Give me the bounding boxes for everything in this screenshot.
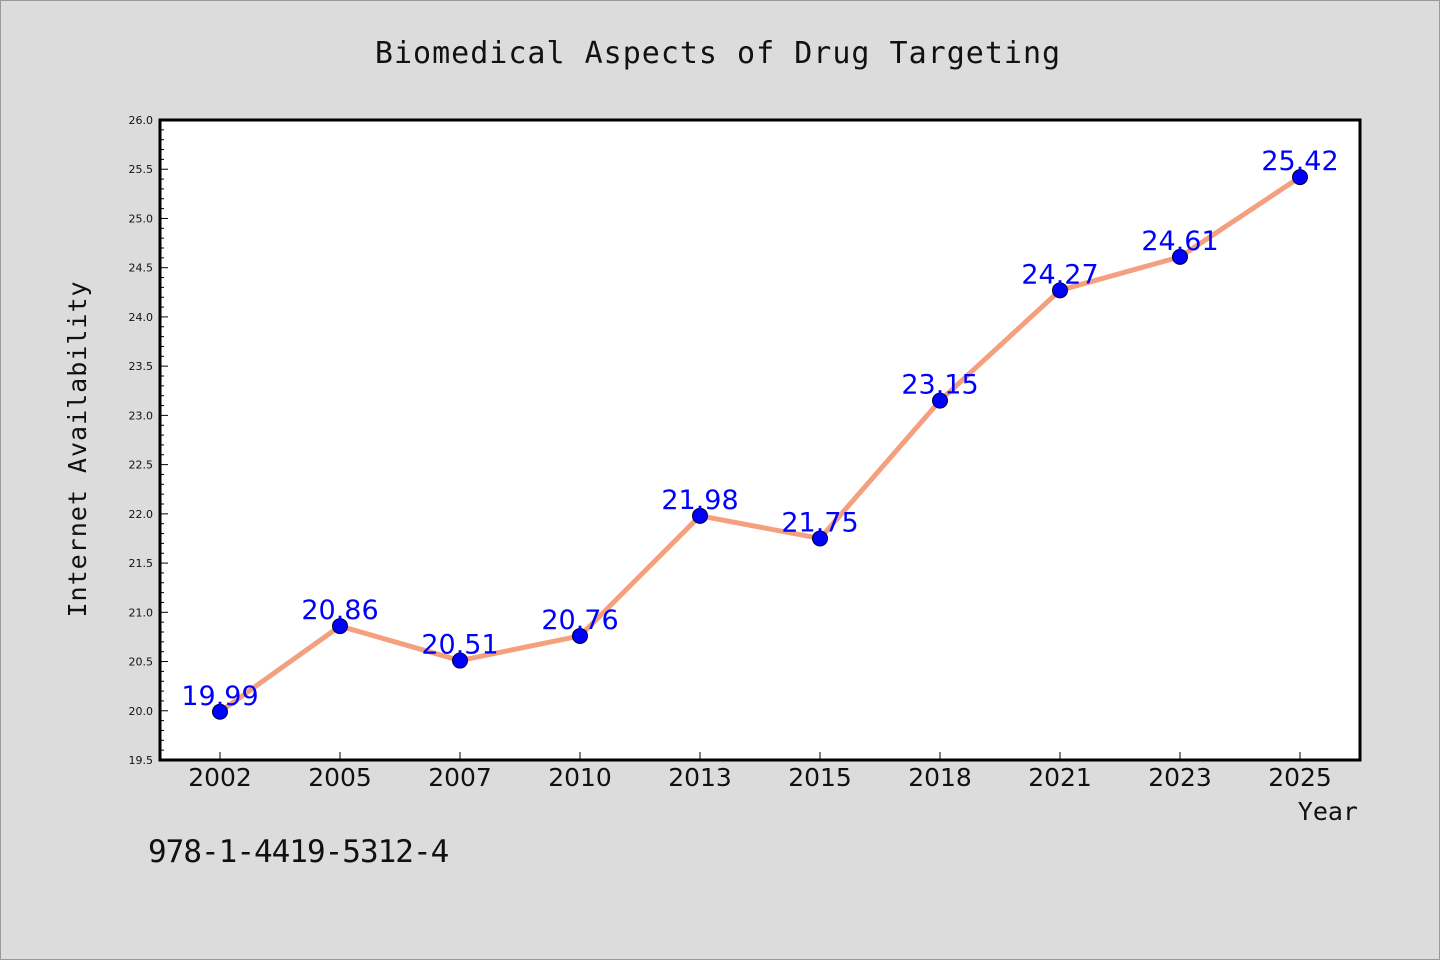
- data-label: 24.61: [1141, 226, 1218, 257]
- data-label: 21.75: [781, 507, 858, 538]
- data-label: 23.15: [901, 370, 978, 401]
- plot-area: [158, 118, 1362, 762]
- data-label: 21.98: [661, 485, 738, 516]
- data-label: 20.51: [421, 630, 498, 661]
- series: 19.99 20.86 20.51 20.76 21.98 21.75 23.15 24.27…: [181, 146, 1339, 720]
- x-axis-label: Year: [1298, 797, 1358, 826]
- x-tick-label: 2005: [308, 763, 372, 792]
- y-tick-label: 20.0: [129, 705, 154, 718]
- x-tick-label: 2018: [908, 763, 972, 792]
- y-axis-label: Internet Availability: [63, 280, 92, 617]
- data-point: [212, 703, 228, 720]
- data-point: [1172, 248, 1188, 265]
- data-point: [572, 627, 588, 644]
- data-point: [812, 530, 828, 547]
- data-point: [1292, 169, 1308, 186]
- data-point: [332, 618, 348, 635]
- y-tick-label: 24.0: [129, 311, 154, 324]
- data-point: [932, 392, 948, 409]
- data-label: 25.42: [1261, 146, 1338, 177]
- y-tick-label: 25.0: [129, 212, 154, 225]
- y-tick-label: 21.0: [129, 606, 154, 619]
- y-tick-label: 21.5: [129, 557, 154, 570]
- y-tick-label: 24.5: [129, 262, 154, 275]
- x-tick-label: 2025: [1268, 763, 1332, 792]
- series-line: [217, 174, 1303, 715]
- data-label: 24.27: [1021, 259, 1098, 290]
- x-tick-label: 2007: [428, 763, 492, 792]
- chart-title: Biomedical Aspects of Drug Targeting: [375, 36, 1061, 71]
- x-tick-label: 2010: [548, 763, 612, 792]
- x-axis: 2002 2005 2007 2010 2013 2015 2018 2021 2023 2025: [188, 752, 1332, 792]
- y-tick-label: 22.0: [129, 508, 154, 521]
- y-tick-label: 20.5: [129, 656, 154, 669]
- x-tick-label: 2013: [668, 763, 732, 792]
- x-tick-label: 2023: [1148, 763, 1212, 792]
- data-point: [1052, 282, 1068, 299]
- y-tick-label: 19.5: [129, 754, 154, 767]
- x-tick-label: 2002: [188, 763, 252, 792]
- isbn-text: 978-1-4419-5312-4: [148, 834, 449, 870]
- data-label: 19.99: [181, 681, 258, 712]
- data-label: 20.76: [541, 605, 618, 636]
- y-tick-label: 23.5: [129, 360, 154, 373]
- y-tick-label: 23.0: [129, 409, 154, 422]
- y-tick-label: 26.0: [129, 114, 154, 127]
- y-tick-label: 22.5: [129, 459, 154, 472]
- data-point: [692, 507, 708, 524]
- x-tick-label: 2015: [788, 763, 852, 792]
- x-tick-label: 2021: [1028, 763, 1092, 792]
- data-point: [452, 652, 468, 669]
- y-tick-label: 25.5: [129, 163, 154, 176]
- y-axis: 19.5 20.0 20.5 21.0 21.5 22.0 22.5 23.0 23.5 24.0…: [129, 114, 168, 767]
- data-label: 20.86: [301, 595, 378, 626]
